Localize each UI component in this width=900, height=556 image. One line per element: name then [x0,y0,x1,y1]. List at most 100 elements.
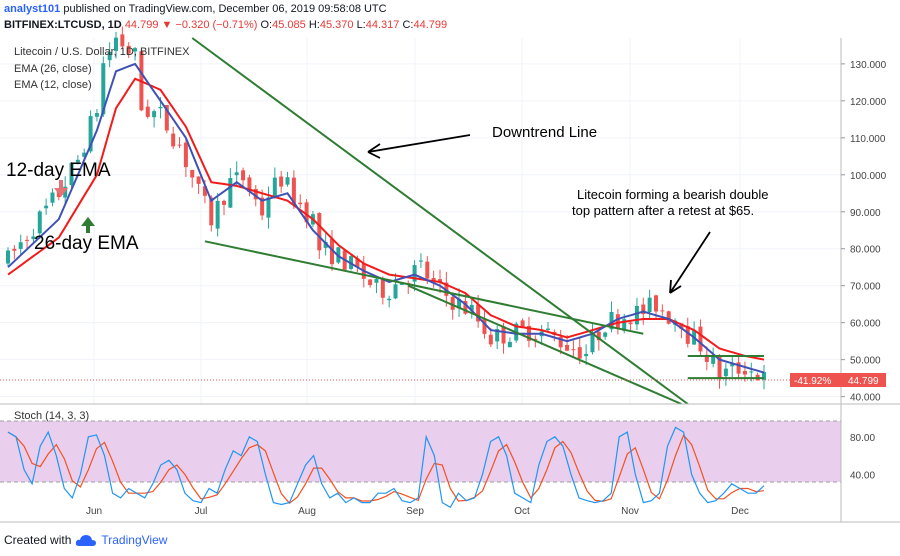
stoch-k-line [7,426,765,509]
candle-body [546,328,550,330]
x-tick-label: Nov [621,506,639,517]
candle-body [565,344,570,351]
candle-body [253,188,258,200]
candle-body [69,162,74,186]
candle-body [596,331,601,341]
x-tick-label: Dec [731,506,749,517]
candle-body [330,238,334,265]
tradingview-cloud-icon [76,535,97,546]
candle-body [272,177,277,197]
candle-body [641,304,646,315]
legend-ema12: EMA (12, close) [14,79,92,91]
candle-body [215,200,220,229]
candle-body [717,356,722,379]
candle-body [590,333,595,353]
candle-body [698,326,703,352]
candle-body [101,63,106,115]
ema12-arrow-icon [54,180,68,197]
x-tick-label: Jul [195,506,208,517]
price-badge-price: 44.799 [848,376,879,387]
candle-body [133,48,138,52]
candle-body [558,336,563,348]
candle-body [507,341,512,348]
arrow-double-top [669,231,711,294]
price-badge-pct: -41.92% [794,376,831,387]
ema26-arrow-icon [81,217,95,233]
candle-body [44,205,49,209]
candle-body [603,332,608,337]
candle-body [418,260,423,262]
candle-body [450,296,455,310]
candle-body [387,298,392,301]
trendline-lower [407,284,682,405]
candle-body [660,310,665,312]
candle-body [634,305,639,325]
candle-body [247,177,252,192]
price-badge-bg [790,373,886,387]
legend-title: Litecoin / U.S. Dollar, 1D, BITFINEX [14,46,190,58]
candle-body [723,368,728,377]
published-text: published on TradingView.com, December 0… [63,3,387,15]
candle-body [12,248,17,251]
annotation-arrows [54,134,711,294]
candle-body [63,186,68,198]
candle-body [107,51,112,61]
candle-body [520,320,525,327]
price-pane [0,26,841,522]
symbol: BITFINEX:LTCUSD, 1D [4,19,122,31]
ohlc-c-label: C: [402,19,414,31]
trendlines [191,37,764,405]
candle-body [266,197,271,218]
candle-body [126,45,131,54]
candle-body [177,144,182,146]
stoch-axis: 80.00 40.00 [850,433,875,482]
candle-body [615,314,620,329]
ema-lines [7,62,765,374]
candle-body [495,329,500,342]
candle-body [374,278,379,283]
candle-body [120,34,125,47]
candle-body [18,242,23,249]
candle-body [501,326,506,344]
candle-body [6,250,10,264]
candle-body [285,177,290,185]
candle-body [323,241,328,248]
legend-ema26: EMA (26, close) [14,63,92,75]
ohlc-l-label: L: [356,19,366,31]
candle-body [393,284,398,299]
candle-body [584,353,589,357]
candle-body [647,297,652,313]
candle-body [50,192,55,203]
y-tick-label: 50.000 [850,356,881,367]
candle-body [222,200,226,205]
candle-body [82,152,87,157]
candle-body [742,370,747,375]
candle-body [425,261,430,279]
candle-body [628,322,633,325]
stoch-d-line [7,431,765,505]
candle-body [88,116,93,152]
candle-body [304,202,309,223]
stoch-band [0,421,841,482]
candle-body [457,298,462,309]
candle-body [412,265,417,282]
candle-body [679,323,684,329]
candle-body [145,106,150,117]
candle-body [571,349,576,351]
candle-body [431,278,436,281]
annotation-double-top-1: Litecoin forming a bearish double [577,187,769,202]
publisher[interactable]: analyst101 [4,3,61,15]
candle-body [463,301,468,314]
y-tick-label: 70.000 [850,282,881,293]
y-tick-label: 130.000 [850,60,887,71]
y-tick-label: 80.000 [850,245,881,256]
candle-body [241,170,246,181]
candle-body [94,113,99,117]
y-tick-label: 110.000 [850,134,886,145]
candle-body [476,304,481,322]
candle-body [209,197,214,226]
footer-brand[interactable]: TradingView [101,533,168,547]
candle-body [234,172,239,176]
legend-stoch: Stoch (14, 3, 3) [14,410,90,422]
candle-body [368,279,373,286]
